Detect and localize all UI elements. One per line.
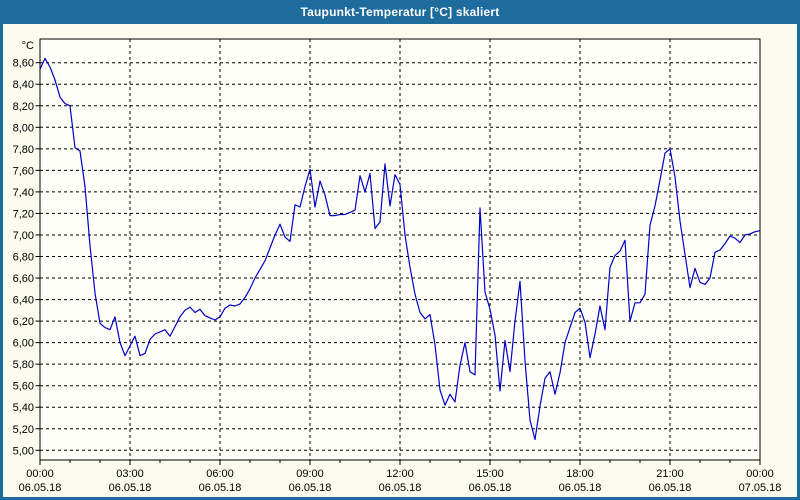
x-tick-date-label: 06.05.18 [109, 482, 152, 494]
x-tick-time-label: 03:00 [116, 468, 144, 480]
y-tick-label: 8,40 [13, 79, 34, 91]
x-tick-time-label: 15:00 [476, 468, 504, 480]
y-tick-label: 8,00 [13, 122, 34, 134]
x-tick-time-label: 00:00 [26, 468, 54, 480]
x-tick-time-label: 06:00 [206, 468, 234, 480]
y-tick-label: 7,60 [13, 165, 34, 177]
x-tick-time-label: 18:00 [566, 468, 594, 480]
y-tick-label: 5,20 [13, 424, 34, 436]
y-axis-unit-label: °C [22, 40, 34, 52]
x-tick-time-label: 00:00 [746, 468, 774, 480]
y-tick-label: 5,00 [13, 445, 34, 457]
series-line [39, 57, 761, 441]
x-tick-time-label: 09:00 [296, 468, 324, 480]
x-tick-date-label: 06.05.18 [379, 482, 422, 494]
x-tick-date-label: 06.05.18 [289, 482, 332, 494]
y-tick-label: 5,60 [13, 381, 34, 393]
y-tick-label: 7,00 [13, 230, 34, 242]
x-tick-time-label: 12:00 [386, 468, 414, 480]
x-tick-date-label: 06.05.18 [469, 482, 512, 494]
y-tick-label: 6,80 [13, 251, 34, 263]
y-tick-label: 6,00 [13, 338, 34, 350]
title-bar: Taupunkt-Temperatur [°C] skaliert [3, 0, 797, 24]
chart-content: 8,60 8,40 8,20 8,00 7,80 7,60 7,40 7,20 7,00 6,80… [3, 24, 797, 497]
window-title: Taupunkt-Temperatur [°C] skaliert [300, 5, 500, 19]
chart-canvas: 8,60 8,40 8,20 8,00 7,80 7,60 7,40 7,20 7,00 6,80… [13, 38, 782, 494]
y-tick-label: 6,20 [13, 316, 34, 328]
y-tick-label: 6,40 [13, 295, 34, 307]
y-tick-label: 7,40 [13, 187, 34, 199]
y-tick-label: 8,60 [13, 58, 34, 70]
x-tick-date-label: 06.05.18 [19, 482, 62, 494]
y-tick-label: 6,60 [13, 273, 34, 285]
x-tick-date-label: 06.05.18 [199, 482, 242, 494]
x-tick-date-label: 06.05.18 [559, 482, 602, 494]
y-tick-label: 7,20 [13, 208, 34, 220]
x-tick-time-label: 21:00 [656, 468, 684, 480]
x-tick-date-label: 07.05.18 [739, 482, 782, 494]
y-tick-label: 5,80 [13, 359, 34, 371]
plot-border [39, 38, 761, 461]
y-tick-label: 7,80 [13, 144, 34, 156]
x-tick-date-label: 06.05.18 [649, 482, 692, 494]
y-tick-label: 5,40 [13, 402, 34, 414]
y-tick-label: 8,20 [13, 101, 34, 113]
